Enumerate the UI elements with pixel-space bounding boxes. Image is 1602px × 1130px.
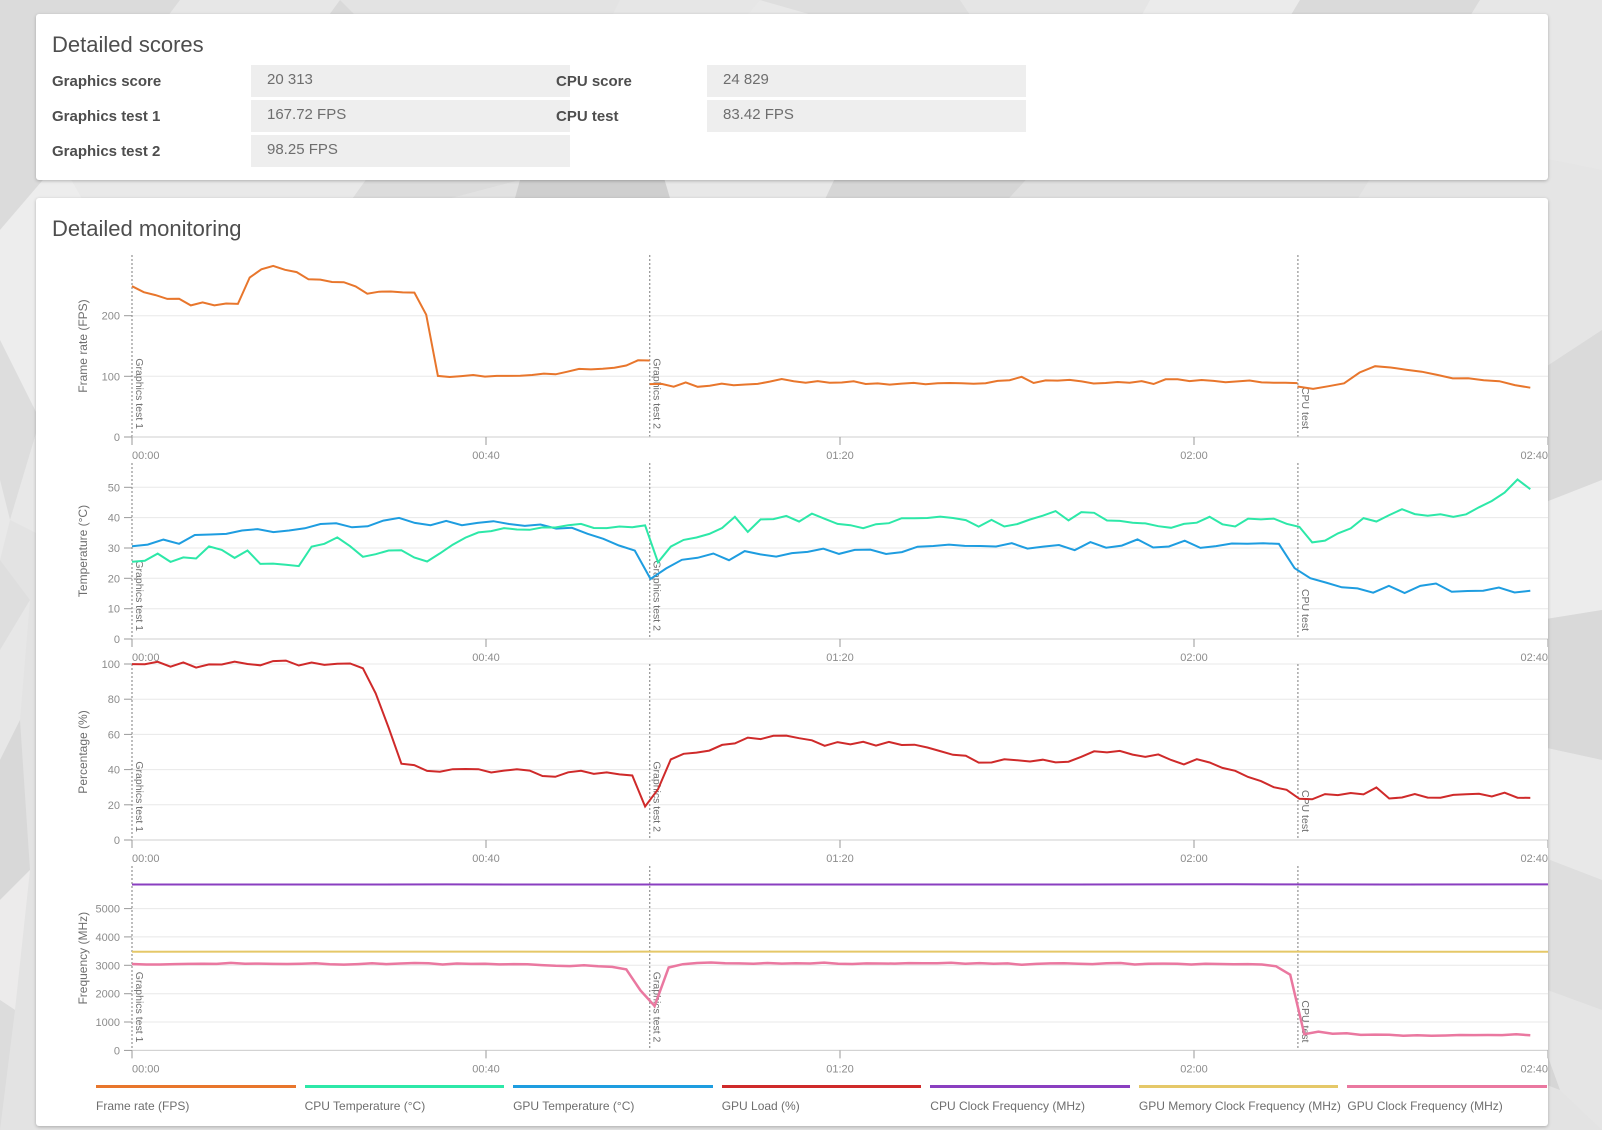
svg-text:02:00: 02:00 (1180, 450, 1208, 462)
svg-text:01:20: 01:20 (826, 853, 854, 865)
svg-text:02:40: 02:40 (1520, 853, 1548, 865)
svg-text:50: 50 (108, 482, 120, 494)
svg-text:4000: 4000 (96, 932, 120, 944)
svg-text:02:00: 02:00 (1180, 1063, 1208, 1075)
svg-text:20: 20 (108, 573, 120, 585)
svg-text:02:00: 02:00 (1180, 853, 1208, 865)
svg-text:00:40: 00:40 (472, 450, 500, 462)
svg-text:5000: 5000 (96, 904, 120, 916)
svg-text:40: 40 (108, 765, 120, 777)
svg-text:Graphics test 1: Graphics test 1 (133, 972, 145, 1043)
svg-text:CPU test: CPU test (1299, 589, 1311, 631)
svg-text:01:20: 01:20 (826, 652, 854, 664)
svg-text:CPU test: CPU test (1299, 790, 1311, 832)
svg-text:2000: 2000 (96, 989, 120, 1001)
svg-text:Graphics test 1: Graphics test 1 (133, 761, 145, 832)
svg-text:40: 40 (108, 513, 120, 525)
svg-text:00:40: 00:40 (472, 1063, 500, 1075)
svg-text:1000: 1000 (96, 1017, 120, 1029)
svg-text:00:00: 00:00 (132, 853, 160, 865)
svg-text:Frame rate (FPS): Frame rate (FPS) (76, 299, 90, 392)
svg-text:200: 200 (102, 311, 120, 323)
svg-text:10: 10 (108, 604, 120, 616)
svg-text:0: 0 (114, 634, 120, 646)
svg-text:Graphics test 1: Graphics test 1 (133, 358, 145, 429)
svg-text:Graphics test 2: Graphics test 2 (651, 972, 663, 1043)
svg-text:02:40: 02:40 (1520, 652, 1548, 664)
svg-text:Temperature (°C): Temperature (°C) (76, 505, 90, 597)
svg-text:60: 60 (108, 729, 120, 741)
svg-text:01:20: 01:20 (826, 1063, 854, 1075)
svg-text:00:40: 00:40 (472, 853, 500, 865)
svg-text:02:00: 02:00 (1180, 652, 1208, 664)
svg-text:100: 100 (102, 659, 120, 671)
svg-text:100: 100 (102, 371, 120, 383)
svg-text:0: 0 (114, 432, 120, 444)
svg-text:CPU test: CPU test (1299, 387, 1311, 429)
svg-text:00:00: 00:00 (132, 1063, 160, 1075)
svg-text:Percentage (%): Percentage (%) (76, 710, 90, 793)
svg-text:02:40: 02:40 (1520, 1063, 1548, 1075)
svg-text:02:40: 02:40 (1520, 450, 1548, 462)
svg-text:01:20: 01:20 (826, 450, 854, 462)
svg-text:Frequency (MHz): Frequency (MHz) (76, 912, 90, 1005)
svg-text:0: 0 (114, 835, 120, 847)
svg-text:0: 0 (114, 1045, 120, 1057)
svg-text:Graphics test 1: Graphics test 1 (133, 560, 145, 631)
svg-text:80: 80 (108, 694, 120, 706)
svg-text:Graphics test 2: Graphics test 2 (651, 358, 663, 429)
svg-text:20: 20 (108, 800, 120, 812)
svg-text:30: 30 (108, 543, 120, 555)
svg-text:00:00: 00:00 (132, 450, 160, 462)
svg-text:3000: 3000 (96, 960, 120, 972)
svg-text:00:40: 00:40 (472, 652, 500, 664)
